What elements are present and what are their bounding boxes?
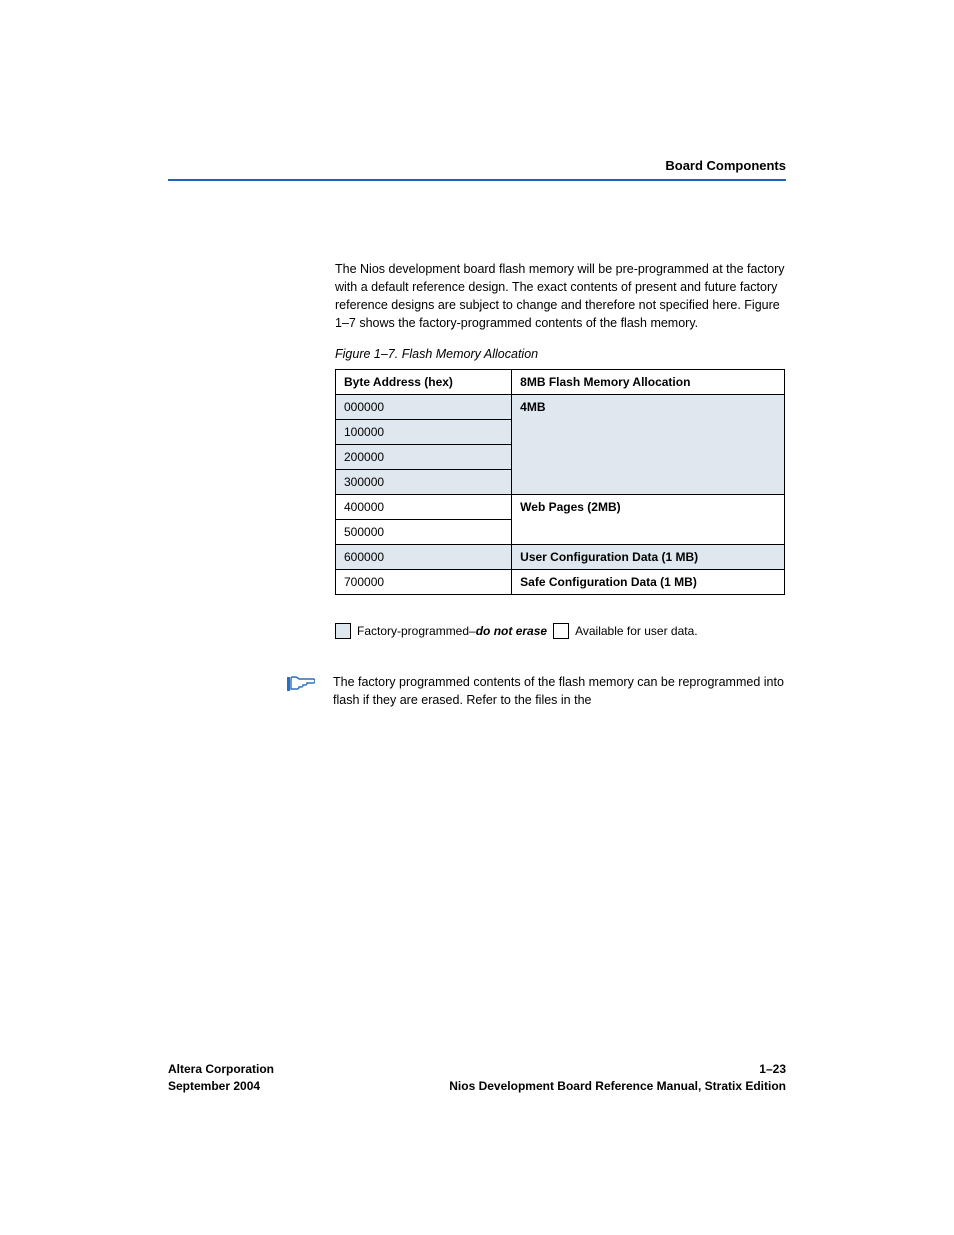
page-footer: Altera Corporation September 2004 1–23 N…	[168, 1061, 786, 1095]
cell-addr: 600000	[336, 544, 512, 569]
footer-corp: Altera Corporation	[168, 1062, 274, 1076]
table-row: 000000 4MB	[336, 394, 785, 419]
table-row: 400000 Web Pages (2MB)	[336, 494, 785, 519]
main-content: The Nios development board flash memory …	[335, 260, 785, 710]
cell-desc: Web Pages (2MB)	[512, 494, 785, 544]
cell-desc: 4MB	[512, 394, 785, 494]
page-header: Board Components	[168, 158, 786, 181]
section-title: Board Components	[168, 158, 786, 179]
cell-addr: 400000	[336, 494, 512, 519]
legend-swatch-plain	[553, 623, 569, 639]
legend-swatch-shaded	[335, 623, 351, 639]
legend-label-1: Factory-programmed–do not erase	[357, 624, 547, 638]
footer-right: 1–23 Nios Development Board Reference Ma…	[449, 1061, 786, 1095]
legend-text: Factory-programmed–	[357, 624, 476, 638]
note-text: The factory programmed contents of the f…	[333, 673, 785, 711]
note-block: The factory programmed contents of the f…	[287, 673, 785, 711]
header-rule	[168, 179, 786, 181]
pointing-hand-icon	[287, 675, 315, 693]
cell-addr: 000000	[336, 394, 512, 419]
cell-addr: 300000	[336, 469, 512, 494]
col-header-address: Byte Address (hex)	[336, 369, 512, 394]
table-row: 600000 User Configuration Data (1 MB)	[336, 544, 785, 569]
footer-left: Altera Corporation September 2004	[168, 1061, 274, 1095]
intro-paragraph: The Nios development board flash memory …	[335, 260, 785, 333]
legend-bold-text: do not erase	[476, 624, 547, 638]
footer-manual: Nios Development Board Reference Manual,…	[449, 1079, 786, 1093]
cell-addr: 700000	[336, 569, 512, 594]
table-legend: Factory-programmed–do not erase Availabl…	[335, 623, 785, 639]
cell-addr: 500000	[336, 519, 512, 544]
cell-desc: User Configuration Data (1 MB)	[512, 544, 785, 569]
table-row: 700000 Safe Configuration Data (1 MB)	[336, 569, 785, 594]
footer-date: September 2004	[168, 1079, 260, 1093]
cell-addr: 200000	[336, 444, 512, 469]
cell-addr: 100000	[336, 419, 512, 444]
figure-number: Figure 1–7.	[335, 347, 398, 361]
footer-page: 1–23	[759, 1062, 786, 1076]
figure-caption: Figure 1–7. Flash Memory Allocation	[335, 347, 785, 361]
col-header-allocation: 8MB Flash Memory Allocation	[512, 369, 785, 394]
cell-desc: Safe Configuration Data (1 MB)	[512, 569, 785, 594]
flash-memory-table: Byte Address (hex) 8MB Flash Memory Allo…	[335, 369, 785, 595]
table-header-row: Byte Address (hex) 8MB Flash Memory Allo…	[336, 369, 785, 394]
figure-title: Flash Memory Allocation	[402, 347, 538, 361]
legend-label-2: Available for user data.	[575, 624, 698, 638]
